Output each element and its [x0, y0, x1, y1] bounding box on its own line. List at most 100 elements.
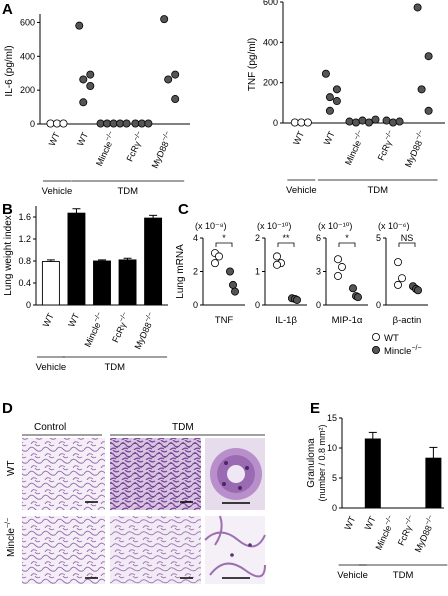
micrograph-mincle-control	[22, 516, 105, 584]
lungweight-x-tick-label: MyD88−/−	[132, 311, 158, 351]
il6-y-tick-label: 600	[20, 17, 35, 27]
tnf-tdm-label: TDM	[367, 185, 388, 196]
tnf-point	[382, 116, 391, 125]
il6-point	[86, 81, 95, 90]
lungweight-y-tick-label: 0.4	[18, 278, 31, 288]
il6-point	[79, 98, 88, 107]
mrna-point-mincle	[413, 286, 422, 295]
mrna-gene-label: IL-1β	[275, 315, 297, 326]
legend-mincle-marker	[371, 345, 380, 354]
lungweight-bar	[41, 261, 60, 306]
granuloma-x-tick-label: WT	[363, 514, 378, 531]
tnf-point	[424, 52, 433, 61]
panel-label-a: A	[2, 1, 13, 18]
tnf-x-tick-label: WT	[291, 129, 306, 146]
mrna-y-tick-label: 6	[316, 233, 321, 243]
mrna-significance-label: **	[282, 233, 290, 243]
tnf-point	[345, 117, 354, 126]
tnf-x-tick-label: Mincle−/−	[342, 129, 367, 166]
il6-tdm-label: TDM	[117, 186, 138, 197]
lungweight-bar	[118, 259, 137, 306]
micrograph-wt-tdm-zoom	[205, 438, 265, 510]
tnf-point	[332, 85, 341, 94]
il6-vehicle-label: Vehicle	[42, 186, 73, 197]
lungweight-bar	[67, 212, 86, 306]
il6-point	[171, 95, 180, 104]
tnf-point	[395, 117, 404, 126]
il6-y-tick-label: 0	[30, 119, 35, 129]
granuloma-bar	[425, 457, 442, 509]
histology-row-mincle: Mincle−/−	[5, 518, 17, 557]
mrna-y-tick-label: 0	[316, 300, 321, 310]
mrna-point-wt	[337, 263, 346, 272]
panel-label-d: D	[2, 400, 13, 417]
mrna-significance-bracket	[277, 242, 295, 247]
mrna-point-mincle	[228, 280, 237, 289]
tnf-x-tick-label: MyD88−/−	[402, 129, 428, 169]
mrna-point-mincle	[292, 295, 301, 304]
granuloma-x-tick-label: FcRγ−/−	[395, 514, 418, 547]
mrna-point-mincle	[348, 284, 357, 293]
tnf-x-tick-label: WT	[322, 129, 337, 146]
mrna-y-tick-label: 0	[376, 300, 381, 310]
histology-col-tdm: TDM	[172, 422, 194, 433]
tnf-point	[371, 115, 380, 124]
granuloma-tdm-label: TDM	[393, 570, 414, 581]
lungweight-bar	[144, 217, 163, 306]
panel-label-c: C	[178, 201, 189, 218]
il6-x-tick-label: MyD88−/−	[149, 130, 175, 170]
tnf-point	[417, 85, 426, 94]
lungweight-y-tick-label: 1.2	[18, 234, 31, 244]
micrograph-wt-control	[22, 438, 105, 510]
tnf-x-tick-label: FcRγ−/−	[375, 129, 398, 162]
mrna-significance-label: *	[222, 233, 226, 243]
mrna-y-tick-label: 2	[255, 233, 260, 243]
granuloma-y-tick-label: 0	[332, 503, 337, 513]
tnf-point	[351, 118, 360, 127]
mrna-point-wt	[272, 252, 281, 261]
il6-y-label: IL-6 (pg/ml)	[4, 45, 15, 96]
mrna-significance-label: *	[345, 233, 349, 243]
micrograph-mincle-tdm	[110, 516, 201, 584]
mrna-point-wt	[393, 258, 402, 267]
il6-point	[59, 119, 68, 128]
mrna-significance-bracket	[338, 242, 356, 247]
mrna-y-tick-label: 3	[316, 267, 321, 277]
tnf-point	[325, 93, 334, 102]
granuloma-bar	[364, 438, 381, 509]
histology-row-wt: WT	[6, 460, 17, 476]
il6-point	[79, 75, 88, 84]
panel-label-b: B	[2, 201, 13, 218]
tnf-y-tick-label: 200	[263, 78, 278, 88]
tnf-point	[321, 69, 330, 78]
mrna-significance-label: NS	[401, 233, 414, 243]
lungweight-x-tick-label: Mincle−/−	[82, 311, 107, 348]
lungweight-y-tick-label: 0	[26, 300, 31, 310]
mrna-point-wt	[214, 252, 223, 261]
granuloma-y-label-unit: (number / 0.8 mm²)	[317, 424, 327, 501]
lungweight-vehicle-label: Vehicle	[36, 362, 67, 373]
mrna-y-tick-label: 5	[376, 233, 381, 243]
mrna-y-label: Lung mRNA	[175, 244, 186, 299]
tnf-scatter-chart: 0 200 400 600 TNF (pg/ml) WT WT Mincle−/− FcRγ−/…	[247, 0, 445, 196]
il6-x-tick-label: WT	[75, 130, 90, 147]
mrna-gene-label: MIP-1α	[332, 315, 363, 326]
tnf-point	[413, 3, 422, 12]
mrna-gene-label: TNF	[215, 315, 234, 326]
granuloma-y-label: Granuloma	[306, 438, 317, 488]
tnf-point	[364, 118, 373, 127]
tnf-y-tick-label: 0	[273, 118, 278, 128]
lung-mrna-scatter-chart: Lung mRNA 0 2 4 (x 10⁻⁸) * TNF 0 1 2 (x 10⁻¹⁰) ** IL…	[175, 221, 428, 357]
tnf-point	[389, 118, 398, 127]
tnf-point	[358, 116, 367, 125]
il6-x-tick-label: Mincle−/−	[93, 130, 118, 167]
mrna-point-wt	[210, 259, 219, 268]
histology-panel: Control TDM WT Mincle−/−	[5, 422, 266, 584]
mrna-scale-label: (x 10⁻¹⁰)	[257, 221, 291, 231]
mrna-scale-label: (x 10⁻⁶)	[378, 221, 409, 231]
histology-col-control: Control	[34, 422, 66, 433]
mrna-point-wt	[272, 260, 281, 269]
lungweight-x-tick-label: WT	[41, 311, 56, 328]
